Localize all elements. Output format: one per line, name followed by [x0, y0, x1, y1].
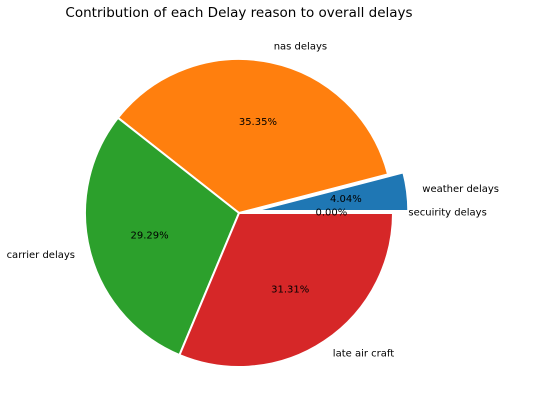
slice-percent-late-air-craft: 31.31%: [271, 284, 309, 295]
slice-label-late-air-craft: late air craft: [333, 349, 394, 360]
pie-slice-late-air-craft: [178, 212, 394, 368]
pie-slice-weather-delays: [253, 171, 410, 213]
slice-percent-secuirity-delays: 0.00%: [316, 208, 348, 219]
slice-label-weather-delays: weather delays: [422, 184, 499, 195]
slice-label-carrier-delays: carrier delays: [7, 250, 75, 261]
slice-label-secuirity-delays: secuirity delays: [408, 208, 486, 219]
slice-percent-labels: 4.04% 35.35% 29.29% 31.31% 0.00%: [131, 117, 362, 295]
pie-slice-nas-delays: [116, 58, 390, 214]
slice-percent-weather-delays: 4.04%: [330, 194, 362, 205]
pie-slice-carrier-delays: [84, 116, 240, 357]
slice-label-nas-delays: nas delays: [274, 42, 327, 53]
slice-percent-nas-delays: 35.35%: [239, 117, 277, 128]
slice-labels: weather delays nas delays carrier delays la…: [7, 42, 499, 360]
pie-slices: [84, 58, 410, 368]
slice-percent-carrier-delays: 29.29%: [131, 231, 169, 242]
chart-title: Contribution of each Delay reason to ove…: [65, 5, 412, 21]
